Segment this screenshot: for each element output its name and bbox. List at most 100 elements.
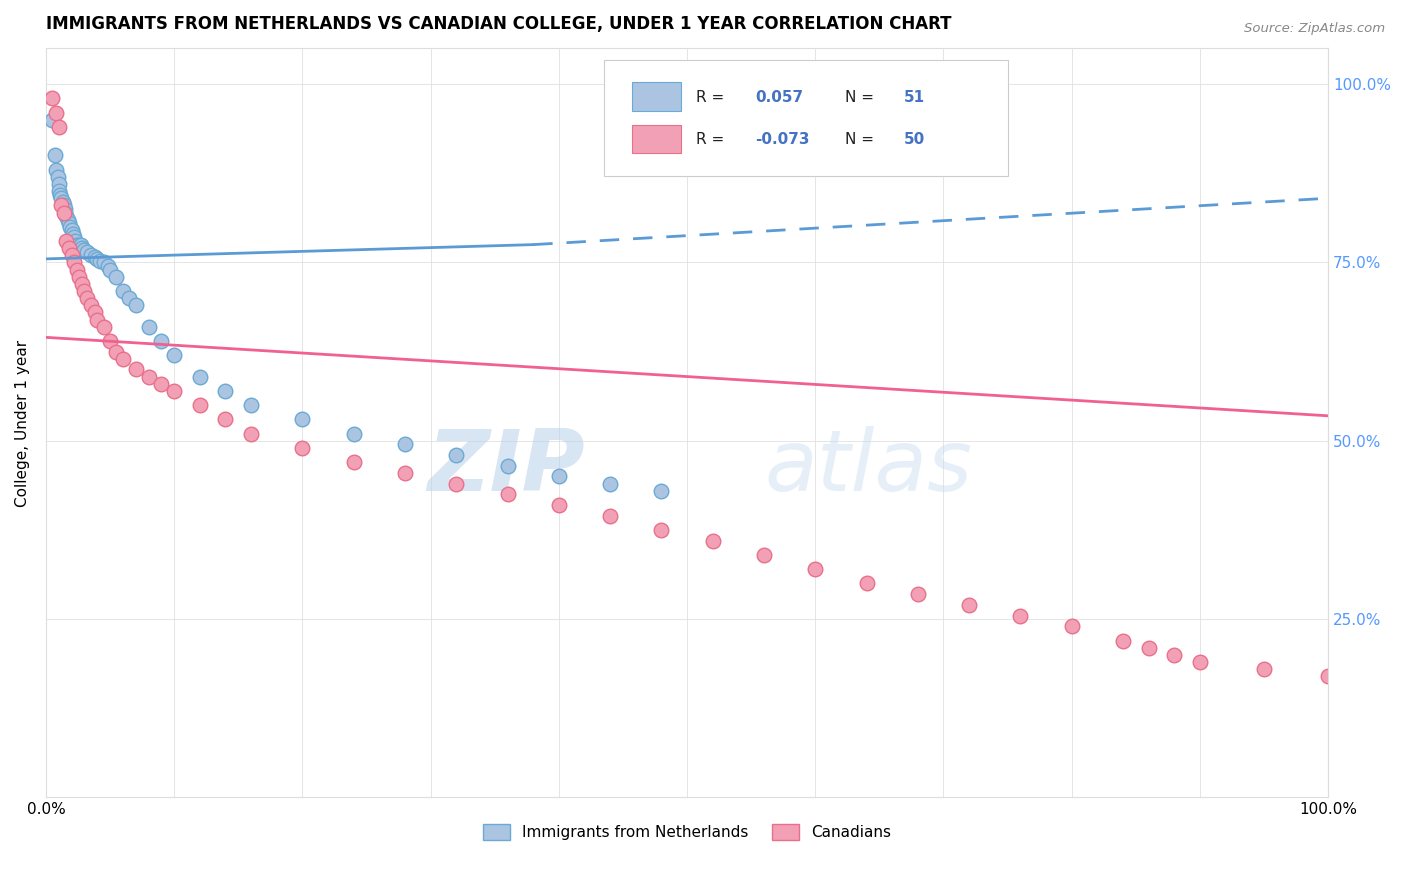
Point	[111, 351, 134, 366]
Point	[496, 458, 519, 473]
Point	[55, 234, 77, 248]
Text: IMMIGRANTS FROM NETHERLANDS VS CANADIAN COLLEGE, UNDER 1 YEAR CORRELATION CHART: IMMIGRANTS FROM NETHERLANDS VS CANADIAN …	[46, 15, 952, 33]
Point	[69, 237, 91, 252]
Point	[48, 177, 70, 191]
Point	[138, 319, 160, 334]
Point	[49, 187, 72, 202]
Point	[80, 248, 103, 262]
Point	[70, 241, 93, 255]
Point	[93, 319, 115, 334]
Point	[83, 250, 105, 264]
Point	[150, 376, 173, 391]
Point	[1317, 669, 1340, 683]
Point	[1010, 608, 1032, 623]
Point	[547, 469, 569, 483]
FancyBboxPatch shape	[631, 125, 681, 153]
Point	[60, 248, 83, 262]
Text: N =: N =	[845, 132, 873, 147]
Text: -0.073: -0.073	[755, 132, 810, 147]
Point	[44, 148, 66, 162]
Point	[1253, 662, 1275, 676]
Point	[96, 259, 118, 273]
Point	[58, 241, 80, 255]
Point	[53, 205, 76, 219]
Point	[53, 202, 76, 216]
Point	[59, 219, 82, 234]
Point	[93, 255, 115, 269]
Point	[752, 548, 775, 562]
Point	[67, 269, 90, 284]
Point	[70, 277, 93, 291]
Point	[111, 284, 134, 298]
Point	[240, 398, 263, 412]
Point	[118, 291, 141, 305]
Point	[1060, 619, 1083, 633]
Point	[343, 426, 366, 441]
Point	[214, 384, 236, 398]
Point	[138, 369, 160, 384]
Point	[214, 412, 236, 426]
Point	[163, 384, 186, 398]
Point	[80, 298, 103, 312]
Point	[105, 269, 128, 284]
Text: N =: N =	[845, 89, 873, 104]
Point	[63, 255, 86, 269]
Point	[76, 244, 98, 259]
Point	[48, 184, 70, 198]
Point	[66, 237, 89, 252]
Point	[60, 223, 83, 237]
Y-axis label: College, Under 1 year: College, Under 1 year	[15, 339, 30, 507]
Point	[1163, 648, 1185, 662]
Point	[41, 112, 63, 127]
Point	[804, 562, 827, 576]
Point	[1188, 655, 1211, 669]
Text: Source: ZipAtlas.com: Source: ZipAtlas.com	[1244, 22, 1385, 36]
Point	[83, 305, 105, 319]
Point	[394, 437, 416, 451]
Point	[73, 284, 96, 298]
Point	[650, 523, 672, 537]
Point	[65, 234, 87, 248]
Point	[163, 348, 186, 362]
Point	[125, 362, 148, 376]
Point	[56, 212, 79, 227]
Point	[394, 466, 416, 480]
Text: 0.057: 0.057	[755, 89, 803, 104]
Point	[63, 230, 86, 244]
Point	[291, 441, 314, 455]
Point	[55, 209, 77, 223]
Legend: Immigrants from Netherlands, Canadians: Immigrants from Netherlands, Canadians	[477, 818, 897, 846]
Point	[496, 487, 519, 501]
Point	[547, 498, 569, 512]
Point	[188, 369, 211, 384]
FancyBboxPatch shape	[603, 60, 1008, 176]
Point	[58, 216, 80, 230]
Text: R =: R =	[696, 89, 724, 104]
Text: atlas: atlas	[763, 426, 972, 509]
Point	[188, 398, 211, 412]
Point	[150, 334, 173, 348]
Point	[62, 227, 84, 241]
Point	[446, 448, 468, 462]
Point	[48, 120, 70, 134]
Point	[45, 162, 67, 177]
FancyBboxPatch shape	[631, 82, 681, 111]
Point	[125, 298, 148, 312]
Point	[52, 198, 75, 212]
Point	[52, 194, 75, 209]
Point	[86, 312, 108, 326]
Point	[957, 598, 980, 612]
Point	[650, 483, 672, 498]
Point	[45, 105, 67, 120]
Point	[291, 412, 314, 426]
Point	[66, 237, 89, 252]
Point	[51, 191, 73, 205]
Point	[599, 508, 621, 523]
Point	[76, 291, 98, 305]
Point	[1137, 640, 1160, 655]
Point	[86, 252, 108, 266]
Point	[98, 334, 121, 348]
Point	[240, 426, 263, 441]
Point	[66, 262, 89, 277]
Point	[599, 476, 621, 491]
